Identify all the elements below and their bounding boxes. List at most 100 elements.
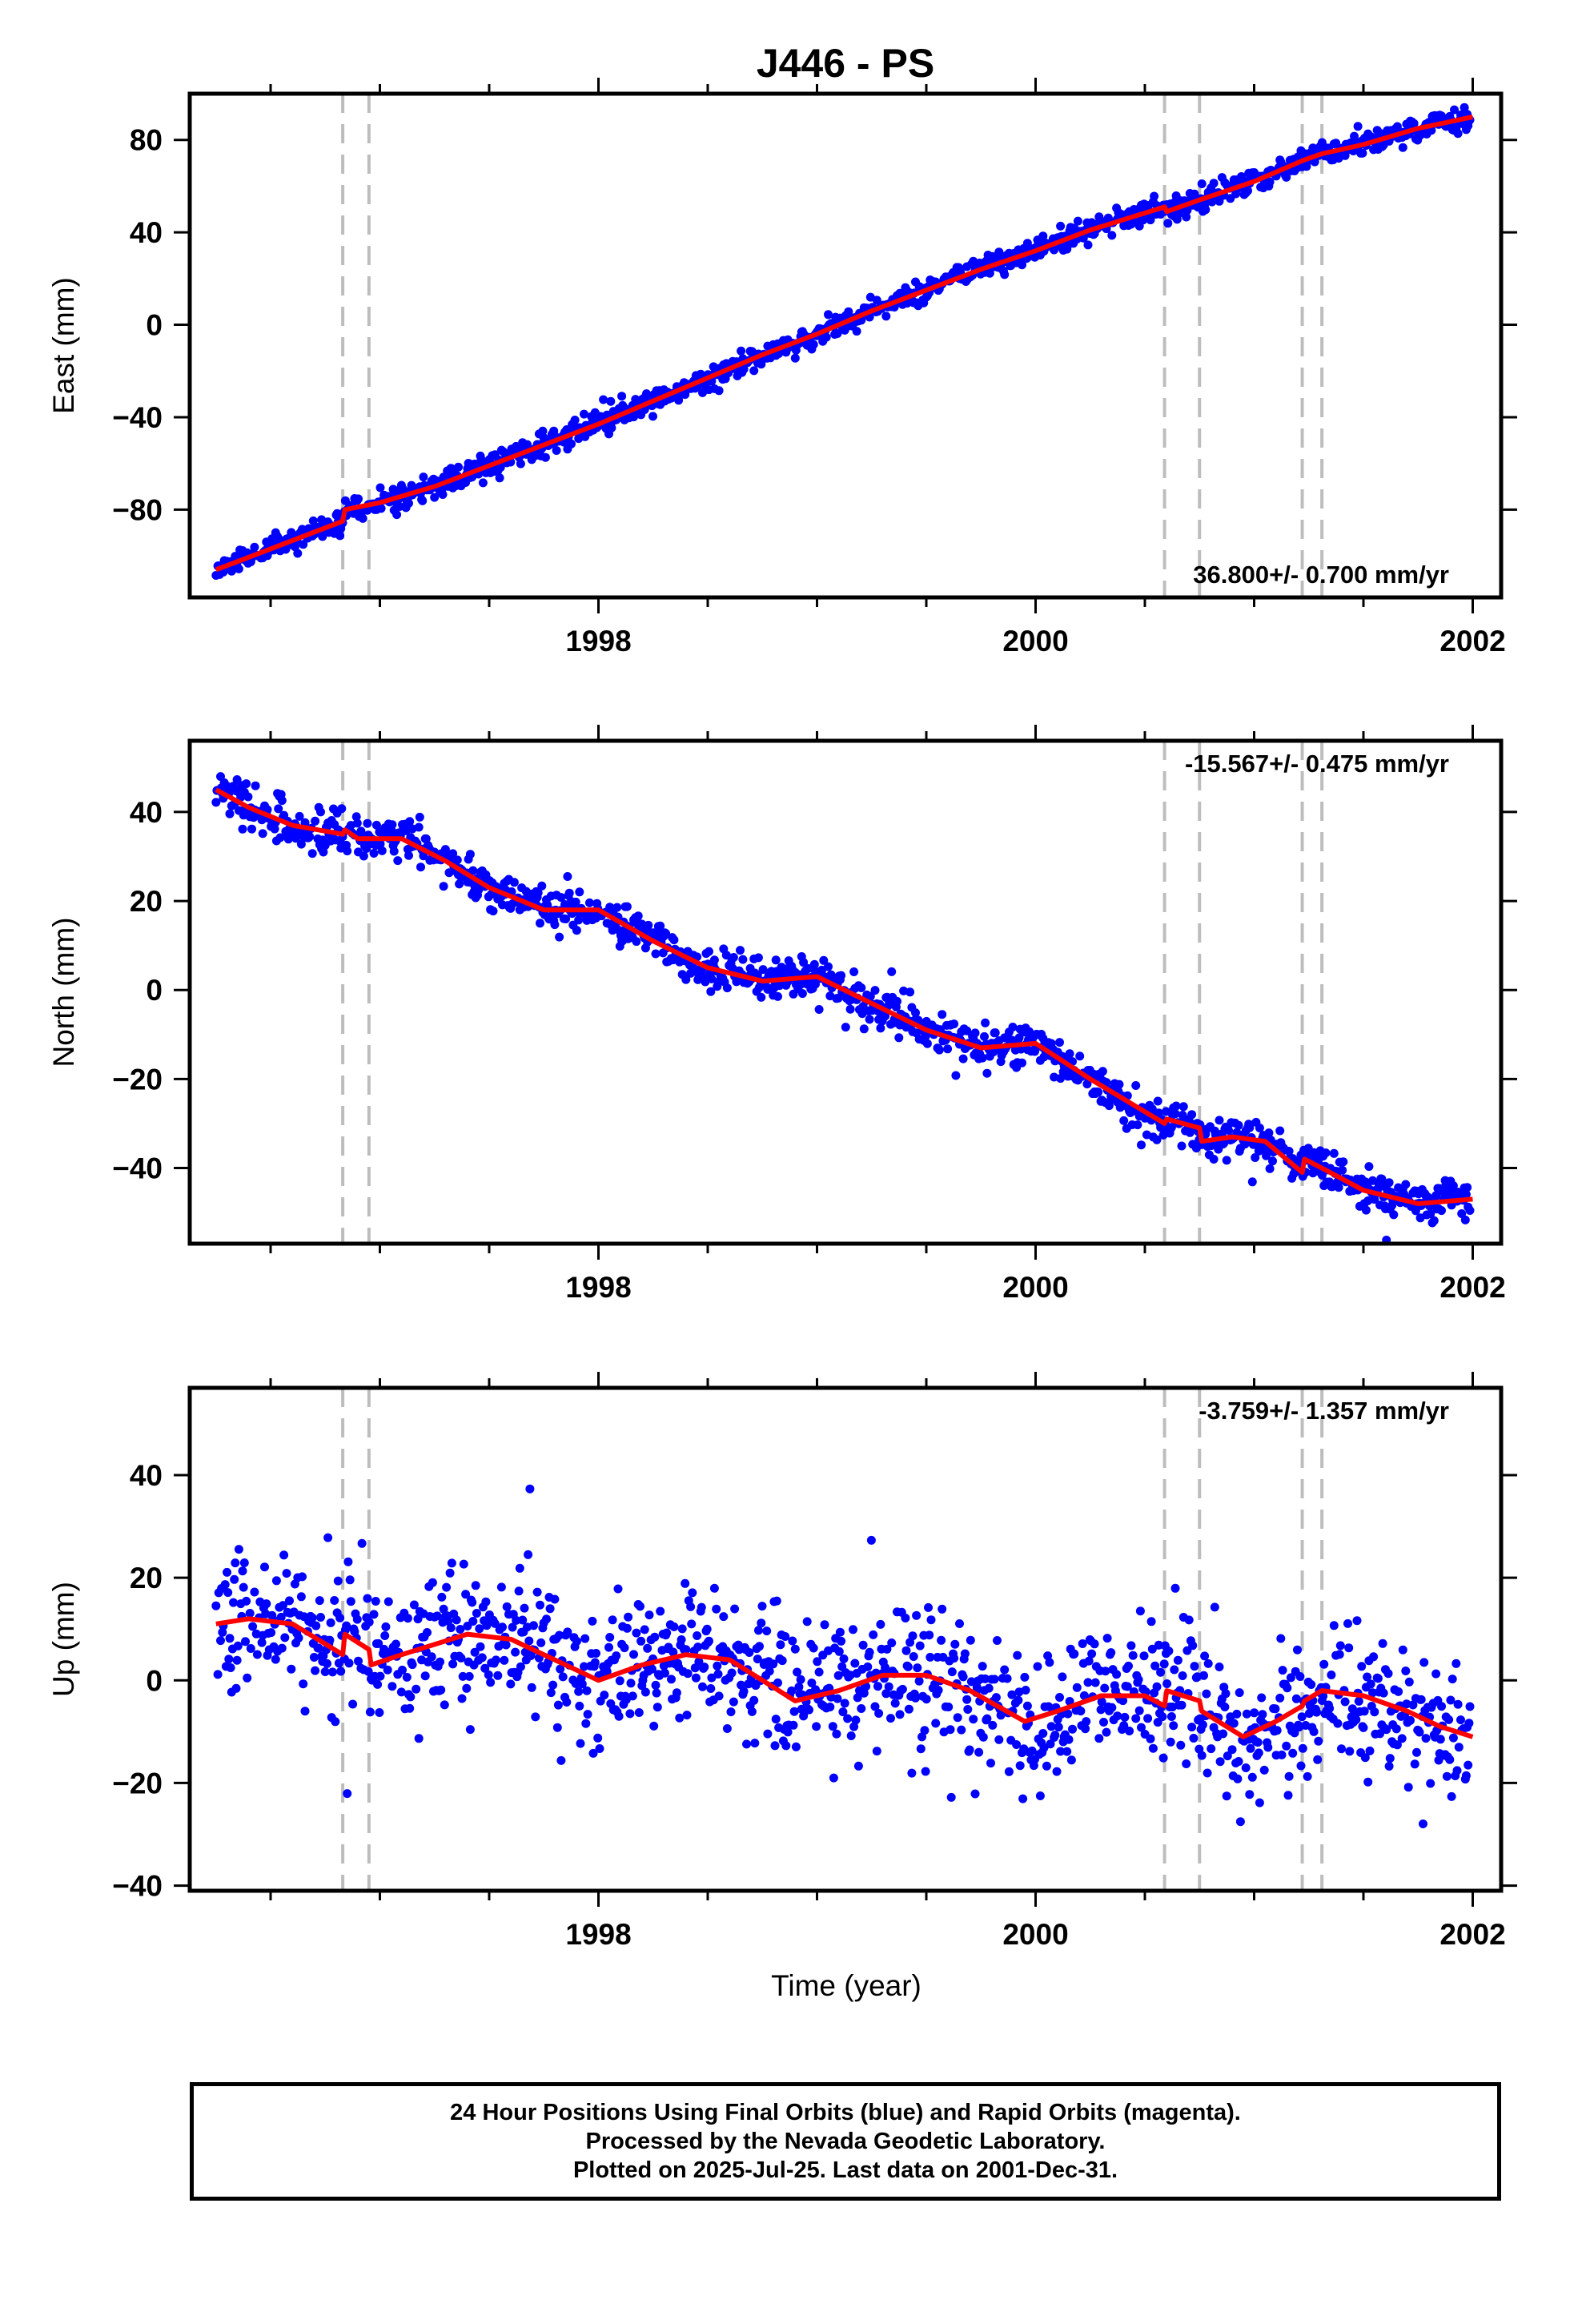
data-point bbox=[858, 1640, 868, 1650]
data-point bbox=[1247, 1177, 1257, 1187]
data-point bbox=[669, 935, 679, 945]
data-point bbox=[1222, 1156, 1231, 1165]
data-point bbox=[393, 856, 403, 866]
north-rate-label: -15.567+/- 0.475 mm/yr bbox=[1185, 750, 1449, 778]
data-point bbox=[1152, 1682, 1162, 1691]
data-point bbox=[1463, 1183, 1472, 1192]
data-point bbox=[220, 1580, 230, 1590]
data-point bbox=[363, 1667, 373, 1676]
north-data-points bbox=[211, 772, 1475, 1244]
data-point bbox=[622, 902, 632, 911]
data-point bbox=[285, 1596, 294, 1606]
data-point bbox=[1385, 1754, 1395, 1763]
data-point bbox=[391, 1639, 400, 1649]
data-point bbox=[669, 1622, 679, 1631]
data-point bbox=[508, 1622, 517, 1632]
data-point bbox=[326, 1618, 335, 1627]
data-point bbox=[550, 1594, 560, 1604]
data-point bbox=[839, 1654, 849, 1663]
data-point bbox=[501, 1640, 511, 1650]
data-point bbox=[307, 849, 317, 858]
data-point bbox=[1152, 1135, 1162, 1144]
data-point bbox=[1078, 1639, 1087, 1648]
data-point bbox=[1232, 1709, 1242, 1719]
data-point bbox=[887, 967, 897, 976]
data-point bbox=[1447, 1791, 1456, 1801]
data-point bbox=[468, 1598, 477, 1607]
data-point bbox=[1163, 219, 1173, 228]
x-tick-label: 2002 bbox=[1439, 1271, 1505, 1304]
data-point bbox=[420, 1671, 430, 1681]
data-point bbox=[319, 847, 328, 857]
data-point bbox=[581, 1719, 591, 1728]
data-point bbox=[1339, 1157, 1348, 1167]
data-point bbox=[1464, 1719, 1474, 1728]
data-point bbox=[730, 1604, 740, 1614]
data-point bbox=[677, 1624, 687, 1634]
data-point bbox=[493, 1671, 503, 1680]
data-point bbox=[820, 1620, 829, 1630]
data-point bbox=[799, 958, 809, 967]
data-point bbox=[1158, 1753, 1168, 1763]
data-point bbox=[1394, 1687, 1403, 1696]
data-point bbox=[561, 915, 571, 923]
data-point bbox=[1054, 1723, 1063, 1732]
data-point bbox=[1383, 1669, 1393, 1679]
data-point bbox=[809, 340, 818, 349]
data-point bbox=[419, 851, 428, 861]
data-point bbox=[955, 1619, 964, 1628]
data-point bbox=[960, 1649, 970, 1659]
data-point bbox=[231, 1558, 240, 1568]
caption-line-1: 24 Hour Positions Using Final Orbits (bl… bbox=[450, 2100, 1241, 2125]
data-point bbox=[1087, 1649, 1097, 1659]
data-point bbox=[865, 1015, 874, 1024]
data-point bbox=[640, 1625, 649, 1634]
data-point bbox=[996, 1711, 1006, 1720]
data-point bbox=[916, 1744, 926, 1754]
data-point bbox=[1277, 1750, 1287, 1759]
data-point bbox=[1209, 179, 1219, 188]
data-point bbox=[1234, 1120, 1243, 1130]
data-point bbox=[1312, 1707, 1321, 1717]
data-point bbox=[963, 1705, 973, 1714]
data-point bbox=[555, 1630, 564, 1640]
data-point bbox=[947, 1667, 957, 1677]
data-point bbox=[1245, 1123, 1255, 1132]
data-point bbox=[239, 1558, 249, 1567]
data-point bbox=[849, 1625, 857, 1634]
data-point bbox=[375, 483, 385, 493]
data-point bbox=[1188, 1641, 1198, 1651]
data-point bbox=[872, 1747, 881, 1756]
data-point bbox=[722, 1724, 732, 1733]
data-point bbox=[1363, 1672, 1372, 1682]
data-point bbox=[523, 440, 532, 449]
data-point bbox=[448, 849, 458, 858]
data-point bbox=[1066, 1755, 1076, 1765]
data-point bbox=[241, 1637, 250, 1647]
data-point bbox=[1384, 1762, 1394, 1771]
data-point bbox=[387, 1682, 397, 1691]
data-point bbox=[1317, 1171, 1327, 1180]
data-point bbox=[252, 1650, 262, 1659]
data-point bbox=[794, 1683, 804, 1691]
data-point bbox=[476, 1642, 485, 1651]
data-point bbox=[1058, 1672, 1067, 1682]
data-point bbox=[556, 893, 566, 903]
data-point bbox=[1435, 1735, 1445, 1744]
data-point bbox=[418, 496, 428, 505]
data-point bbox=[363, 818, 372, 828]
data-point bbox=[1209, 1155, 1219, 1164]
data-point bbox=[758, 965, 768, 975]
data-point bbox=[1000, 1665, 1010, 1675]
data-point bbox=[777, 1656, 787, 1666]
data-point bbox=[562, 1698, 572, 1707]
data-point bbox=[1325, 1703, 1335, 1713]
data-point bbox=[694, 1657, 704, 1667]
data-point bbox=[1176, 1740, 1186, 1750]
data-point bbox=[1284, 1147, 1294, 1156]
data-point bbox=[982, 1068, 992, 1078]
data-point bbox=[262, 1599, 271, 1609]
data-point bbox=[398, 1665, 407, 1675]
data-point bbox=[1137, 1140, 1146, 1150]
data-point bbox=[1122, 1682, 1132, 1691]
